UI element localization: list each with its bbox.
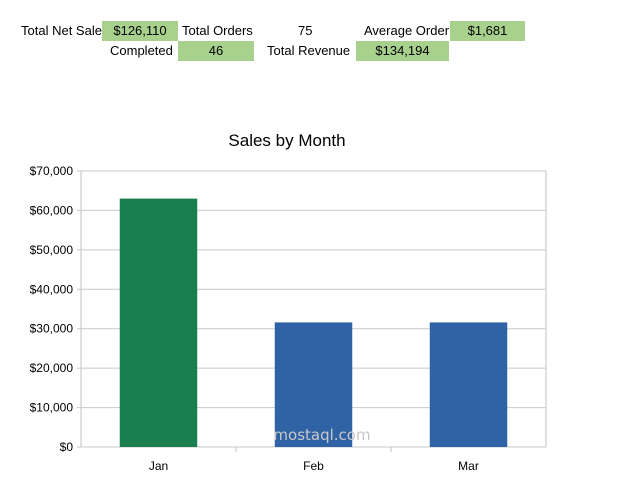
completed-value: 46 xyxy=(178,41,254,61)
y-tick-label: $60,000 xyxy=(30,203,74,217)
y-tick-label: $10,000 xyxy=(30,401,74,415)
y-tick-label: $0 xyxy=(60,440,74,454)
total-net-sales-value: $126,110 xyxy=(102,21,178,41)
x-tick-label: Mar xyxy=(458,459,479,473)
y-tick-label: $70,000 xyxy=(30,164,74,178)
total-revenue-label: Total Revenue xyxy=(267,43,351,58)
total-orders-label: Total Orders xyxy=(182,23,253,38)
average-order-label: Average Order xyxy=(364,23,450,38)
x-tick-label: Jan xyxy=(149,459,168,473)
bar-feb xyxy=(274,322,353,447)
chart-title: Sales by Month xyxy=(228,131,345,150)
x-tick-label: Feb xyxy=(303,459,324,473)
bar-mar xyxy=(429,322,508,447)
bar-jan xyxy=(119,198,198,447)
y-tick-label: $50,000 xyxy=(30,243,74,257)
sales-by-month-chart: Sales by Month $0 $10,000 $20,000 $30,000 $4… xyxy=(30,131,547,473)
watermark: mostaql.com xyxy=(273,426,370,444)
y-tick-label: $20,000 xyxy=(30,361,74,375)
bars xyxy=(119,198,508,447)
completed-label: Completed xyxy=(110,43,173,58)
total-revenue-value: $134,194 xyxy=(356,41,449,61)
total-orders-value: 75 xyxy=(298,23,313,38)
y-tick-label: $40,000 xyxy=(30,282,74,296)
total-net-sales-label: Total Net Sales xyxy=(21,23,109,38)
y-axis-ticks: $0 $10,000 $20,000 $30,000 $40,000 $50,000 $60… xyxy=(30,164,74,454)
x-axis-ticks: Jan Feb Mar xyxy=(149,459,479,473)
y-tick-label: $30,000 xyxy=(30,322,74,336)
average-order-value: $1,681 xyxy=(450,21,525,41)
